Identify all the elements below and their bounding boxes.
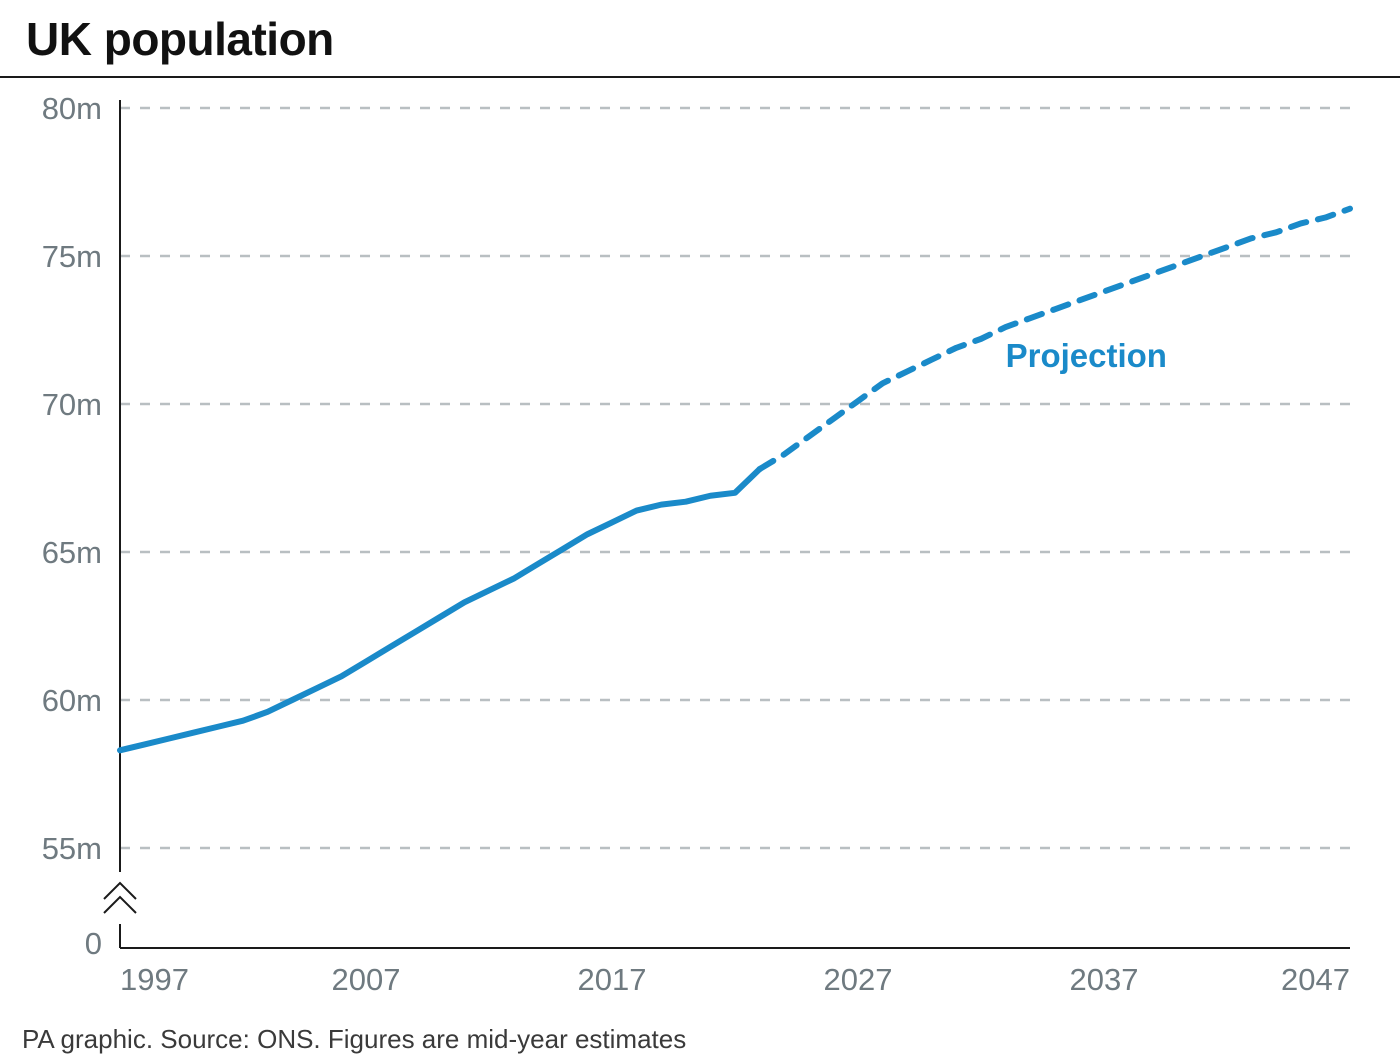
line-chart-svg: 55m 60m 65m 70m 75m 80m 0 1997 2007 2017 2027 2037 2… xyxy=(0,78,1400,1018)
y-tick-label: 55m xyxy=(42,831,102,866)
y-tick-label: 70m xyxy=(42,387,102,422)
x-tick-label: 2017 xyxy=(578,962,647,997)
x-tick-label: 1997 xyxy=(120,962,189,997)
chart-title: UK population xyxy=(26,12,1374,66)
y-tick-label: 65m xyxy=(42,535,102,570)
projection-label: Projection xyxy=(1006,337,1167,374)
chart-container: UK population 55m 60m 65m 70m 75m 80m 0 1997 200… xyxy=(0,0,1400,1061)
chart-footnote: PA graphic. Source: ONS. Figures are mid… xyxy=(22,1024,686,1055)
y-tick-label: 60m xyxy=(42,683,102,718)
series-historical xyxy=(120,469,760,750)
chart-area: 55m 60m 65m 70m 75m 80m 0 1997 2007 2017 2027 2037 2… xyxy=(0,78,1400,1018)
x-tick-label: 2047 xyxy=(1281,962,1350,997)
x-tick-label: 2027 xyxy=(824,962,893,997)
x-tick-label: 2007 xyxy=(332,962,401,997)
title-block: UK population xyxy=(0,0,1400,78)
y-zero-label: 0 xyxy=(85,926,102,961)
y-tick-label: 80m xyxy=(42,91,102,126)
x-tick-label: 2037 xyxy=(1070,962,1139,997)
y-tick-label: 75m xyxy=(42,239,102,274)
axis-break-mark xyxy=(104,897,136,913)
